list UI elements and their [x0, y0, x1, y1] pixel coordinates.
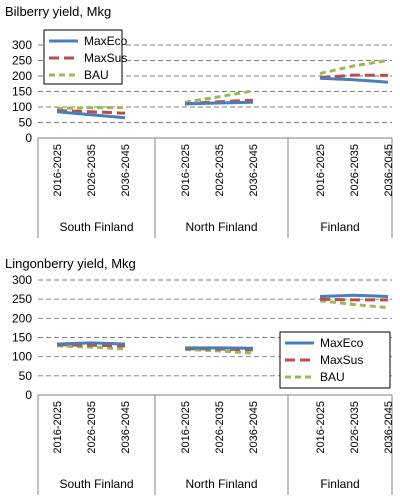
x-tick-label: 2036-2045 [248, 144, 260, 197]
y-tick-label: 300 [12, 273, 32, 287]
y-tick-label: 200 [12, 311, 32, 325]
y-tick-label: 0 [25, 131, 32, 145]
x-tick-label: 2026-2035 [349, 144, 361, 197]
series-line-bau-2 [184, 347, 254, 355]
x-tick-label: 2036-2045 [248, 401, 260, 454]
region-label: North Finland [185, 220, 257, 234]
y-tick-label: 250 [12, 54, 32, 68]
x-tick-label: 2016-2025 [315, 144, 327, 197]
series-line-bau-1 [56, 344, 126, 351]
x-tick-label: 2016-2025 [180, 144, 192, 197]
legend-label: BAU [84, 68, 109, 82]
series-line-maxsus-1 [56, 109, 126, 115]
region-label: South Finland [59, 477, 133, 491]
x-tick-label: 2026-2035 [214, 401, 226, 454]
x-tick-label: 2026-2035 [349, 401, 361, 454]
series-line-maxsus-3 [319, 297, 388, 302]
series-line-maxeco-1 [56, 341, 126, 346]
series-line-maxsus-3 [319, 73, 389, 79]
x-tick-label: 2036-2045 [383, 401, 395, 454]
y-tick-label: 100 [12, 100, 32, 114]
x-tick-label: 2016-2025 [180, 401, 192, 454]
chart-title: Lingonberry yield, Mkg [5, 256, 136, 271]
x-tick-label: 2036-2045 [120, 144, 132, 197]
legend-label: MaxSus [84, 51, 127, 65]
region-label: Finland [320, 477, 359, 491]
x-tick-label: 2016-2025 [52, 144, 64, 197]
series-line-bau-1 [56, 106, 125, 110]
chart-title: Bilberry yield, Mkg [5, 4, 111, 19]
x-tick-label: 2036-2045 [383, 144, 395, 197]
x-tick-label: 2016-2025 [315, 401, 327, 454]
region-label: North Finland [185, 477, 257, 491]
x-tick-label: 2026-2035 [214, 144, 226, 197]
region-label: Finland [320, 220, 359, 234]
y-tick-label: 150 [12, 331, 32, 345]
legend-label: MaxSus [320, 353, 363, 367]
y-tick-label: 0 [25, 388, 32, 402]
series-line-maxeco-2 [184, 100, 254, 106]
series-line-bau-2 [184, 89, 254, 104]
legend: MaxEco MaxSus BAU [43, 29, 128, 85]
series-line-maxeco-3 [319, 76, 389, 84]
x-tick-label: 2036-2045 [120, 401, 132, 454]
y-tick-label: 250 [12, 292, 32, 306]
series-line-maxsus-1 [56, 343, 126, 348]
series-line-maxeco-1 [56, 110, 126, 120]
y-tick-label: 300 [12, 38, 32, 52]
y-tick-label: 50 [19, 369, 33, 383]
legend-label: BAU [320, 370, 345, 384]
legend-label: MaxEco [84, 34, 128, 48]
legend: MaxEco MaxSus BAU [279, 331, 391, 389]
x-tick-label: 2016-2025 [52, 401, 64, 454]
y-tick-label: 200 [12, 69, 32, 83]
y-tick-label: 100 [12, 350, 32, 364]
series-line-bau-3 [319, 299, 389, 310]
series-line-maxeco-3 [319, 293, 389, 298]
series-line-bau-3 [319, 59, 389, 75]
x-tick-label: 2026-2035 [86, 144, 98, 197]
y-tick-label: 50 [19, 116, 33, 130]
legend-box [279, 331, 391, 389]
region-label: South Finland [59, 220, 133, 234]
x-tick-label: 2026-2035 [86, 401, 98, 454]
y-tick-label: 150 [12, 85, 32, 99]
chart-panel-2: Lingonberry yield, Mkg 0 50 100 150 200 250 300… [5, 256, 395, 495]
legend-label: MaxEco [320, 336, 364, 350]
